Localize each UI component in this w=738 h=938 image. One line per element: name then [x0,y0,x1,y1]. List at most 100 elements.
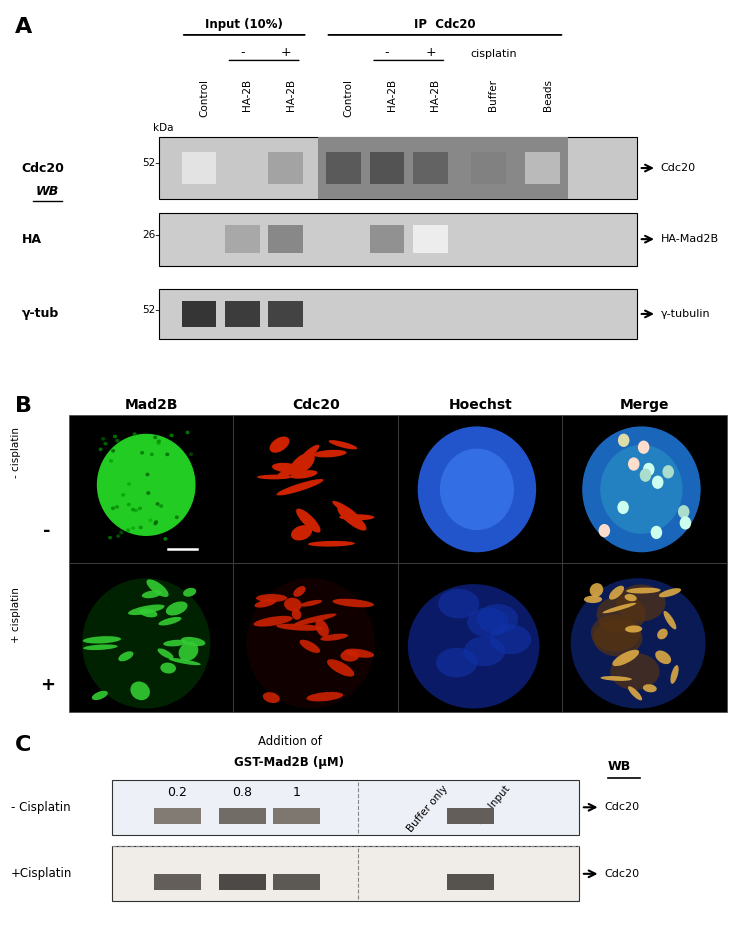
Ellipse shape [99,447,103,451]
Ellipse shape [277,479,323,495]
Ellipse shape [82,578,210,708]
Ellipse shape [111,449,115,453]
Bar [413,225,448,253]
Text: +: + [280,46,291,58]
Ellipse shape [103,442,108,446]
Bar [219,877,266,890]
Ellipse shape [113,434,117,438]
Text: B: B [15,396,32,416]
Ellipse shape [610,653,660,690]
Ellipse shape [163,640,187,646]
Text: Control: Control [199,79,209,116]
Ellipse shape [327,659,354,676]
Bar [182,301,216,326]
Ellipse shape [253,616,293,627]
Text: HA-2B: HA-2B [430,79,441,111]
Ellipse shape [146,492,151,495]
Ellipse shape [160,662,176,673]
Ellipse shape [591,614,641,652]
Ellipse shape [127,482,131,486]
Ellipse shape [596,596,646,633]
Text: +: + [40,676,55,694]
Ellipse shape [83,636,121,643]
Text: 5% Input: 5% Input [474,784,511,826]
Ellipse shape [111,507,115,510]
Ellipse shape [663,611,676,629]
Text: Mad2B: Mad2B [125,398,178,412]
Bar [269,152,303,184]
Ellipse shape [139,609,157,617]
Text: Beads: Beads [542,79,553,111]
Ellipse shape [148,519,153,522]
Ellipse shape [313,450,347,458]
Ellipse shape [618,433,630,446]
Text: Input (10%): Input (10%) [205,18,283,31]
Ellipse shape [97,433,196,536]
Text: Cdc20: Cdc20 [604,802,639,812]
Ellipse shape [616,584,666,622]
Ellipse shape [464,636,505,666]
Ellipse shape [663,465,674,478]
Ellipse shape [340,650,359,661]
Ellipse shape [293,586,306,597]
Ellipse shape [123,461,169,508]
Ellipse shape [618,501,629,514]
Ellipse shape [256,594,287,602]
Bar [446,877,494,890]
Text: A: A [15,17,32,37]
Bar [562,564,727,712]
Bar [154,810,201,824]
Text: Buffer: Buffer [489,79,498,111]
Ellipse shape [140,451,144,455]
Ellipse shape [337,507,367,531]
Ellipse shape [179,642,199,661]
Ellipse shape [157,648,173,658]
Ellipse shape [276,624,323,630]
Ellipse shape [108,536,112,539]
Bar [525,152,560,184]
Text: WB: WB [35,185,59,198]
Bar [446,874,494,888]
Ellipse shape [166,601,187,615]
Ellipse shape [643,684,657,692]
Bar [273,877,320,890]
Ellipse shape [657,628,668,640]
Text: - Cisplatin: - Cisplatin [11,801,71,814]
Ellipse shape [570,578,706,708]
Ellipse shape [655,650,671,664]
Ellipse shape [328,440,357,449]
Ellipse shape [680,516,692,530]
Ellipse shape [131,681,150,700]
Ellipse shape [332,501,359,518]
Ellipse shape [300,600,322,607]
Bar [318,137,568,199]
Ellipse shape [257,475,292,479]
Ellipse shape [134,508,138,512]
Ellipse shape [246,578,375,708]
Ellipse shape [467,608,508,637]
Ellipse shape [339,514,374,521]
Bar [154,808,201,822]
Bar [219,874,266,888]
Bar [273,810,320,824]
Text: Cdc20: Cdc20 [22,161,65,174]
Bar [225,225,260,253]
Ellipse shape [582,427,700,552]
Ellipse shape [128,604,165,615]
Text: + cisplatin: + cisplatin [11,587,21,643]
Ellipse shape [609,585,624,599]
Bar [370,152,404,184]
Ellipse shape [291,525,312,540]
Bar [154,877,201,890]
Ellipse shape [163,537,168,540]
Ellipse shape [116,535,120,537]
Bar [273,874,320,888]
Ellipse shape [333,598,374,607]
Text: -: - [44,522,51,539]
Text: Cdc20: Cdc20 [604,869,639,879]
Text: 26–: 26– [142,230,161,240]
Bar [398,416,562,564]
Text: 1: 1 [293,786,300,799]
Ellipse shape [185,431,190,434]
Ellipse shape [115,439,120,443]
